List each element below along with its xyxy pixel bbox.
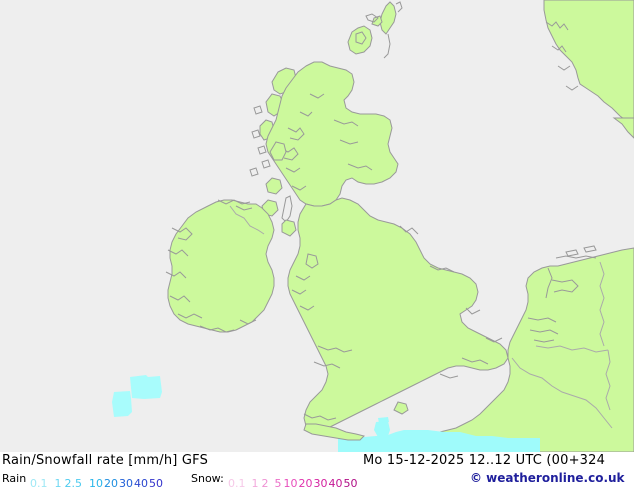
scale-value: 0.1 — [228, 477, 246, 490]
precip-patch-channel-small — [378, 417, 389, 423]
ireland-north-coast-detail — [217, 199, 253, 211]
cornwall-detail — [303, 413, 337, 421]
landmass-shetland-small — [371, 15, 383, 27]
zeeland-delta-detail — [527, 317, 559, 343]
scale-value: 1 — [54, 477, 62, 490]
wales-anglesey-detail — [291, 253, 319, 311]
hebrides-minor-isles — [249, 105, 271, 177]
scotland-west-coast-detail — [279, 93, 325, 191]
scale-value: 40 — [328, 477, 343, 490]
landmass-continental-europe — [417, 247, 634, 452]
scale-value: 40 — [134, 477, 148, 490]
scale-value: 50 — [343, 477, 358, 490]
wadden-islands-detail — [565, 245, 597, 257]
map-panel[interactable] — [0, 0, 634, 452]
scale-value: 2 — [261, 477, 269, 490]
scale-value: 30 — [313, 477, 328, 490]
copyright-notice: © weatheronline.co.uk — [470, 471, 625, 485]
chart-title: Rain/Snowfall rate [mm/h] GFS — [2, 453, 209, 468]
orkney-detail — [355, 13, 379, 45]
landmass-skye — [269, 141, 287, 161]
landmass-norway-south — [612, 117, 634, 139]
landmass-orkney — [347, 25, 373, 55]
snow-scale-values: 0.1 1 2 5 1020304050 — [228, 472, 358, 490]
shetland-outline-detail — [383, 1, 403, 59]
landmass-england-wales — [287, 197, 509, 431]
norway-fjord-detail — [545, 21, 579, 91]
precip-cell-atlantic-north — [130, 375, 162, 399]
scotland-firth-detail — [333, 119, 373, 171]
scale-value: 10 — [89, 477, 103, 490]
bristol-channel-detail — [313, 345, 353, 369]
rain-scale-values: 0.1 1 2.5 1020304050 — [30, 472, 163, 490]
precip-band-english-channel — [338, 430, 540, 452]
landmass-mull — [265, 177, 283, 195]
scale-value: 1 — [251, 477, 259, 490]
map-canvas[interactable] — [0, 0, 634, 452]
scale-value: 20 — [298, 477, 313, 490]
footer-legend-bar: Rain/Snowfall rate [mm/h] GFS Mo 15-12-2… — [0, 452, 634, 490]
ireland-south-coast-detail — [199, 319, 257, 333]
precip-cell-atlantic-south — [112, 391, 132, 417]
thames-estuary-detail — [439, 357, 489, 379]
footer-title-row: Rain/Snowfall rate [mm/h] GFS Mo 15-12-2… — [0, 452, 634, 471]
england-east-coast-detail — [399, 225, 503, 343]
rain-legend-label: Rain — [2, 472, 27, 485]
belgium-france-border — [511, 357, 613, 429]
scale-value: 2.5 — [64, 477, 83, 490]
precip-patch-channel-west — [374, 421, 390, 437]
landmass-ireland — [167, 199, 275, 333]
landmass-norway — [543, 0, 634, 123]
kintyre-peninsula — [281, 195, 293, 223]
germany-border — [599, 261, 611, 411]
snow-legend-label: Snow: — [191, 472, 224, 485]
landmass-isle-of-wight — [393, 401, 409, 415]
netherlands-belgium-border — [535, 345, 609, 353]
scale-value: 10 — [283, 477, 298, 490]
ireland-west-coast-detail — [165, 227, 203, 319]
landmass-isle-of-man — [281, 219, 297, 237]
footer-scale-row: Rain 0.1 1 2.5 1020304050 Snow: 0.1 1 2 5 10203… — [0, 470, 634, 490]
netherlands-coast-detail — [545, 255, 597, 299]
scale-value: 20 — [104, 477, 118, 490]
scale-value: 5 — [274, 477, 282, 490]
northern-ireland-border — [229, 205, 265, 235]
scale-value: 30 — [119, 477, 133, 490]
scale-value: 0.1 — [30, 477, 48, 490]
forecast-datetime: Mo 15-12-2025 12..12 UTC (00+324 — [363, 453, 606, 468]
cornwall-landmass-overlay — [303, 423, 365, 441]
scale-value: 50 — [149, 477, 163, 490]
landmass-scotland — [265, 61, 399, 207]
